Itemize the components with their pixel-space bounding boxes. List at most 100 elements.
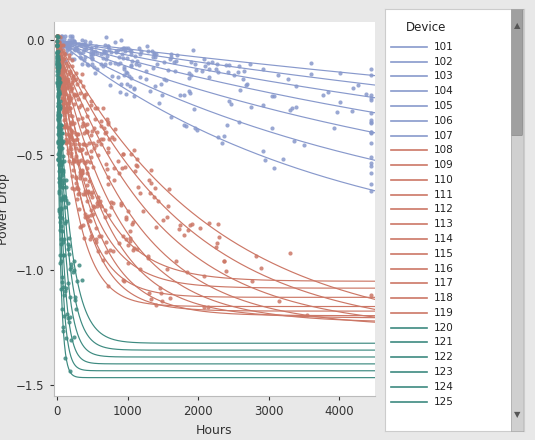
Point: [64, 108, 73, 115]
Point: [87, 44, 96, 51]
Point: [256, 264, 265, 271]
Point: [87, 127, 96, 134]
Point: [54, 92, 63, 99]
Point: [54, 75, 63, 82]
111: [110, 184, 117, 190]
110: [54, 38, 60, 43]
Point: [67, 119, 75, 126]
Point: [70, 100, 79, 107]
Point: [102, 55, 110, 62]
Point: [81, 190, 90, 197]
Point: [82, 128, 91, 135]
Point: [236, 86, 244, 93]
Point: [104, 118, 112, 125]
124: [293, 368, 300, 374]
Point: [187, 72, 195, 79]
Point: [54, 85, 63, 92]
Point: [123, 69, 132, 76]
Point: [101, 41, 110, 48]
Point: [54, 110, 62, 117]
Point: [58, 68, 66, 75]
Point: [73, 196, 81, 203]
Point: [124, 242, 133, 249]
Point: [54, 138, 63, 145]
Point: [57, 222, 65, 229]
Point: [60, 106, 68, 114]
Point: [98, 105, 107, 112]
112: [135, 246, 142, 251]
Point: [93, 104, 101, 111]
Point: [62, 107, 71, 114]
Point: [54, 56, 62, 63]
Point: [76, 172, 85, 179]
124: [241, 368, 248, 374]
Point: [270, 92, 279, 99]
118: [54, 38, 60, 43]
Point: [227, 100, 235, 107]
Point: [87, 52, 96, 59]
Point: [70, 333, 78, 340]
Point: [285, 106, 294, 114]
Point: [54, 150, 63, 158]
Point: [56, 79, 65, 86]
111: [266, 305, 272, 311]
Point: [55, 113, 63, 120]
Point: [54, 87, 63, 94]
Point: [55, 101, 63, 108]
Point: [54, 75, 62, 82]
Point: [208, 59, 216, 66]
112: [110, 207, 117, 212]
Line: 106: 106: [57, 40, 374, 160]
Point: [54, 62, 63, 70]
Point: [175, 91, 184, 98]
106: [54, 38, 60, 43]
Point: [87, 191, 95, 198]
Point: [149, 54, 157, 61]
Point: [99, 135, 108, 142]
Point: [55, 107, 63, 114]
Point: [54, 33, 62, 40]
125: [110, 375, 117, 380]
Point: [62, 120, 70, 127]
Point: [116, 88, 125, 95]
Point: [59, 94, 67, 101]
Point: [54, 156, 63, 163]
Point: [56, 42, 64, 49]
113: [54, 38, 60, 43]
Point: [302, 311, 311, 318]
Point: [65, 266, 74, 273]
121: [54, 38, 60, 43]
Point: [55, 137, 64, 144]
102: [110, 47, 117, 52]
Line: 125: 125: [57, 40, 374, 378]
Point: [73, 183, 82, 191]
Point: [70, 158, 79, 165]
Point: [159, 216, 167, 223]
Point: [230, 72, 239, 79]
Point: [130, 92, 139, 99]
Point: [64, 77, 72, 84]
Point: [219, 258, 228, 265]
Point: [53, 53, 62, 60]
109: [241, 263, 247, 268]
116: [293, 304, 299, 309]
Point: [54, 99, 63, 106]
Point: [78, 168, 87, 175]
Point: [58, 195, 67, 202]
Point: [349, 84, 357, 91]
Point: [57, 62, 66, 70]
Point: [61, 217, 70, 224]
Point: [186, 90, 194, 97]
Point: [66, 39, 75, 46]
Point: [60, 89, 68, 96]
Point: [66, 146, 75, 153]
125: [266, 375, 273, 380]
Point: [126, 61, 135, 68]
Point: [64, 51, 73, 59]
Point: [55, 104, 64, 111]
Point: [55, 62, 64, 69]
102: [241, 66, 247, 71]
Line: 113: 113: [57, 40, 374, 318]
Point: [54, 34, 62, 41]
Point: [188, 220, 196, 227]
